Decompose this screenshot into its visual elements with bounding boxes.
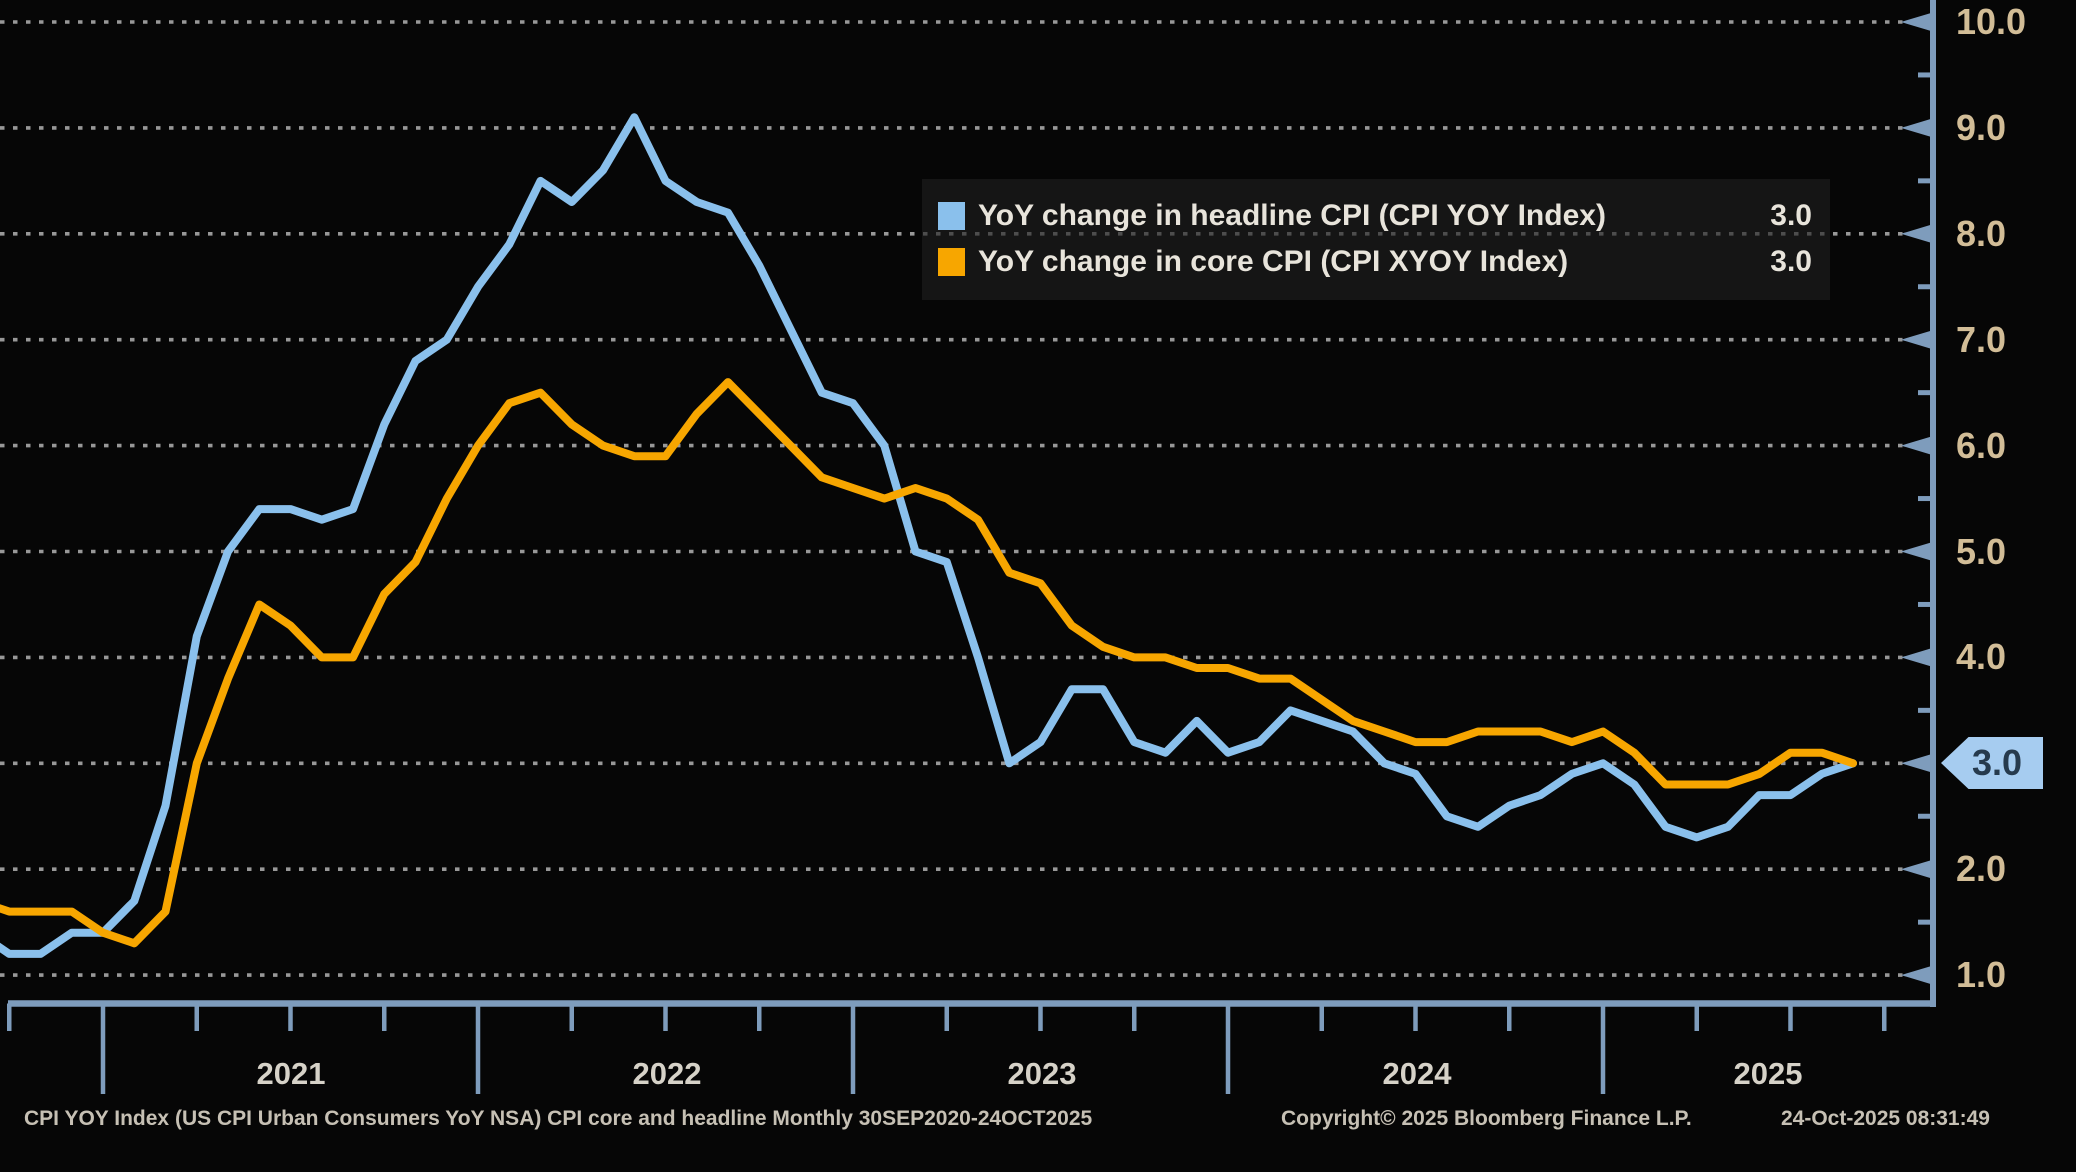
y-axis-label-8.0: 8.0 xyxy=(1956,212,2007,254)
y-major-tick-2 xyxy=(1901,860,1931,879)
y-major-tick-10 xyxy=(1901,13,1931,31)
y-major-tick-7 xyxy=(1901,330,1931,349)
y-axis-label-1.0: 1.0 xyxy=(1956,954,2007,996)
y-major-tick-6 xyxy=(1901,436,1931,455)
y-major-tick-3 xyxy=(1901,754,1931,773)
core-cpi-swatch xyxy=(938,248,965,276)
x-axis-label-2023: 2023 xyxy=(1007,1056,1077,1091)
y-major-tick-1 xyxy=(1901,966,1931,985)
headline-cpi-swatch xyxy=(938,202,965,230)
footer-description: CPI YOY Index (US CPI Urban Consumers Yo… xyxy=(24,1107,1093,1130)
legend-value-core-cpi: 3.0 xyxy=(1770,245,1812,278)
y-axis-label-4.0: 4.0 xyxy=(1956,636,2007,678)
legend-label-core-cpi: YoY change in core CPI (CPI XYOY Index) xyxy=(978,245,1569,278)
legend-item-core-cpi[interactable]: YoY change in core CPI (CPI XYOY Index) … xyxy=(938,239,1812,285)
y-major-tick-5 xyxy=(1901,542,1931,561)
x-axis-label-2021: 2021 xyxy=(256,1056,326,1091)
y-axis-label-9.0: 9.0 xyxy=(1956,106,2007,148)
legend-label-headline-cpi: YoY change in headline CPI (CPI YOY Inde… xyxy=(978,199,1606,232)
x-axis-label-2025: 2025 xyxy=(1733,1056,1803,1091)
core-cpi-line[interactable] xyxy=(0,378,1857,948)
x-axis-label-2022: 2022 xyxy=(632,1056,702,1091)
headline-cpi-line[interactable] xyxy=(0,113,1857,958)
footer-copyright: Copyright© 2025 Bloomberg Finance L.P. xyxy=(1281,1107,1692,1130)
y-axis-label-5.0: 5.0 xyxy=(1956,530,2007,572)
y-axis-label-7.0: 7.0 xyxy=(1956,318,2007,360)
y-major-tick-9 xyxy=(1901,118,1931,137)
y-major-tick-4 xyxy=(1901,648,1931,667)
y-axis-label-10.0: 10.0 xyxy=(1956,1,2027,42)
y-axis-label-6.0: 6.0 xyxy=(1956,424,2007,466)
footer-timestamp: 24-Oct-2025 08:31:49 xyxy=(1781,1107,1990,1130)
y-axis-label-2.0: 2.0 xyxy=(1956,848,2007,890)
legend: YoY change in headline CPI (CPI YOY Inde… xyxy=(922,179,1830,300)
legend-item-headline-cpi[interactable]: YoY change in headline CPI (CPI YOY Inde… xyxy=(938,193,1812,239)
y-major-tick-8 xyxy=(1901,224,1931,243)
x-axis-label-2024: 2024 xyxy=(1382,1056,1452,1091)
legend-value-headline-cpi: 3.0 xyxy=(1770,199,1812,232)
